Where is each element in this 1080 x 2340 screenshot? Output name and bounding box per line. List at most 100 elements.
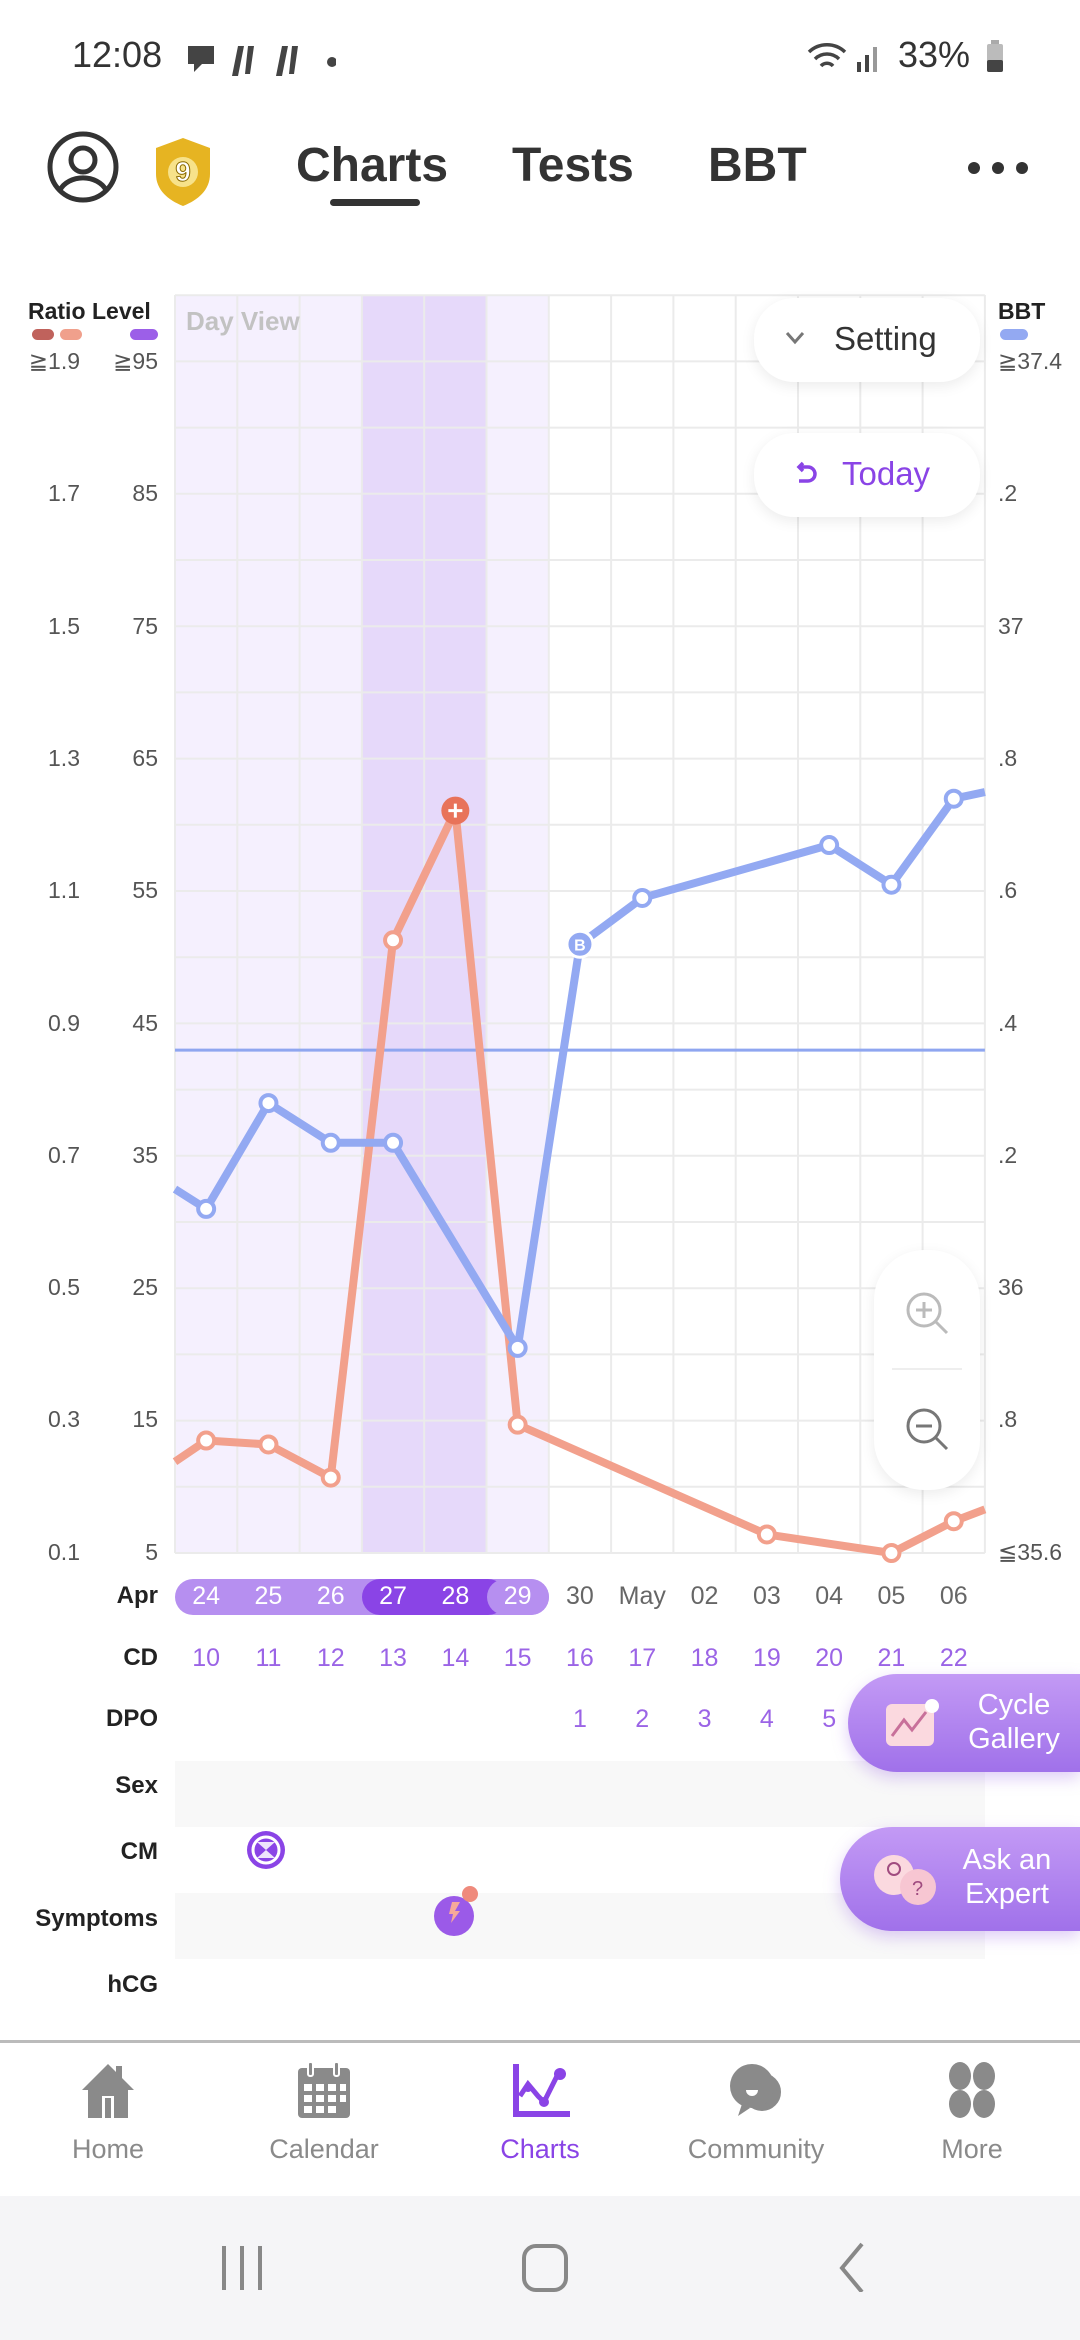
bbt-tick-label: .8 xyxy=(998,1406,1018,1433)
date-label[interactable]: 30 xyxy=(566,1582,594,1610)
date-label[interactable]: 27 xyxy=(379,1582,407,1610)
cycle-day-label: 14 xyxy=(441,1644,470,1672)
level-point[interactable] xyxy=(507,1414,528,1435)
level-tick-label: 65 xyxy=(132,744,158,771)
legend-ratio-light-swatch xyxy=(60,329,82,340)
zoom-controls xyxy=(874,1250,980,1490)
bbt-point[interactable] xyxy=(943,788,964,809)
date-label[interactable]: 29 xyxy=(503,1582,532,1610)
status-time: 12:08 xyxy=(72,34,163,75)
nav-calendar[interactable]: Calendar xyxy=(216,2060,432,2165)
nav-more[interactable]: More xyxy=(864,2060,1080,2165)
recent-apps-icon[interactable] xyxy=(218,2242,268,2292)
shield-badge-icon xyxy=(156,138,210,206)
date-label[interactable]: May xyxy=(618,1582,666,1610)
ask-expert-line2: Expert xyxy=(965,1878,1049,1910)
bbt-tick-label: .2 xyxy=(998,1141,1018,1168)
cycle-gallery-line1: Cycle xyxy=(977,1689,1051,1721)
system-nav-bar xyxy=(0,2196,1080,2340)
day-view-label: Day View xyxy=(186,306,300,336)
date-label[interactable]: 04 xyxy=(815,1582,844,1610)
bbt-tick-label: 36 xyxy=(998,1274,1024,1301)
bbt-point[interactable] xyxy=(320,1132,341,1153)
nav-charts-label: Charts xyxy=(500,2134,580,2164)
bbt-point[interactable] xyxy=(383,1132,404,1153)
cycle-gallery-line2: Gallery xyxy=(968,1723,1060,1755)
date-label[interactable]: 24 xyxy=(192,1582,221,1610)
level-point[interactable] xyxy=(258,1434,279,1455)
back-icon[interactable] xyxy=(830,2242,870,2292)
badge-level-number: 9 xyxy=(175,156,192,188)
profile-avatar-icon[interactable] xyxy=(46,130,120,204)
bbt-marked-point[interactable] xyxy=(565,929,595,959)
zoom-in-icon[interactable] xyxy=(904,1290,952,1338)
cycle-day-label: 16 xyxy=(566,1644,594,1672)
cycle-day-label: 13 xyxy=(379,1644,407,1672)
ratio-tick-label: 0.9 xyxy=(48,1009,80,1036)
level-point[interactable] xyxy=(383,930,404,951)
level-point[interactable] xyxy=(756,1524,777,1545)
cd-row-label: CD xyxy=(123,1644,158,1671)
level-point[interactable] xyxy=(881,1543,902,1563)
sex-row-label: Sex xyxy=(115,1772,158,1799)
bbt-point[interactable] xyxy=(258,1093,279,1114)
bbt-point[interactable] xyxy=(507,1337,528,1358)
level-point[interactable] xyxy=(943,1511,964,1532)
tab-bbt[interactable]: BBT xyxy=(708,139,807,192)
level-badge[interactable]: 9 xyxy=(152,136,214,208)
ask-expert-button[interactable]: ? Ask an Expert xyxy=(840,1827,1080,1931)
zoom-out-icon[interactable] xyxy=(904,1406,952,1454)
cycle-gallery-button[interactable]: Cycle Gallery xyxy=(848,1674,1080,1772)
level-point[interactable] xyxy=(320,1467,341,1488)
date-label[interactable]: 02 xyxy=(690,1582,719,1610)
symptom-icon[interactable] xyxy=(430,1884,482,1940)
legend-bbt-swatch xyxy=(1000,329,1028,340)
cycle-day-label: 20 xyxy=(815,1644,844,1672)
tab-charts[interactable]: Charts xyxy=(296,139,449,192)
ask-expert-line1: Ask an xyxy=(962,1844,1052,1876)
date-label[interactable]: 03 xyxy=(752,1582,781,1610)
fertility-chart[interactable]: B xyxy=(0,0,1080,1600)
symptoms-row-label: Symptoms xyxy=(35,1905,158,1932)
dpo-row-label: DPO xyxy=(105,1705,158,1732)
bbt-point[interactable] xyxy=(881,874,902,895)
date-label[interactable]: 06 xyxy=(939,1582,968,1610)
dpo-label: 3 xyxy=(697,1705,712,1733)
cervical-mucus-icon[interactable] xyxy=(245,1829,287,1871)
peak-plus-icon xyxy=(448,803,463,818)
home-system-icon[interactable] xyxy=(520,2242,570,2292)
bbt-tick-label: .6 xyxy=(998,877,1018,904)
dpo-label: 1 xyxy=(572,1705,587,1733)
bbt-point[interactable] xyxy=(632,887,653,908)
ratio-tick-label: 1.7 xyxy=(48,480,80,507)
level-tick-label: 55 xyxy=(132,877,158,904)
date-label[interactable]: 26 xyxy=(316,1582,345,1610)
level-tick-label: 5 xyxy=(145,1538,158,1565)
nav-charts[interactable]: Charts xyxy=(432,2060,648,2165)
level-tick-label: 75 xyxy=(132,612,158,639)
today-label: Today xyxy=(842,455,931,492)
nav-community-label: Community xyxy=(687,2134,825,2164)
date-label[interactable]: 28 xyxy=(441,1582,470,1610)
zoom-divider xyxy=(892,1368,962,1370)
cycle-day-label: 19 xyxy=(752,1644,781,1672)
setting-button[interactable]: Setting xyxy=(754,298,980,382)
date-label[interactable]: 05 xyxy=(877,1582,906,1610)
bbt-tick-label: 37 xyxy=(998,612,1024,639)
notification-icons xyxy=(188,46,336,76)
bbt-marker-label: B xyxy=(574,937,586,954)
bbt-point[interactable] xyxy=(819,835,840,856)
peak-date-pill xyxy=(361,1579,507,1615)
more-options-icon[interactable] xyxy=(966,158,1030,178)
chevron-down-icon xyxy=(785,332,805,345)
level-tick-label: 85 xyxy=(132,480,158,507)
bbt-point[interactable] xyxy=(196,1198,217,1219)
today-button[interactable]: Today xyxy=(754,433,980,517)
active-tab-indicator xyxy=(330,199,420,206)
bbt-tick-label: ≦35.6 xyxy=(998,1538,1063,1565)
nav-community[interactable]: Community xyxy=(648,2060,864,2165)
date-label[interactable]: 25 xyxy=(254,1582,283,1610)
level-point[interactable] xyxy=(196,1430,217,1451)
nav-home[interactable]: Home xyxy=(0,2060,216,2165)
tab-tests[interactable]: Tests xyxy=(512,139,634,192)
